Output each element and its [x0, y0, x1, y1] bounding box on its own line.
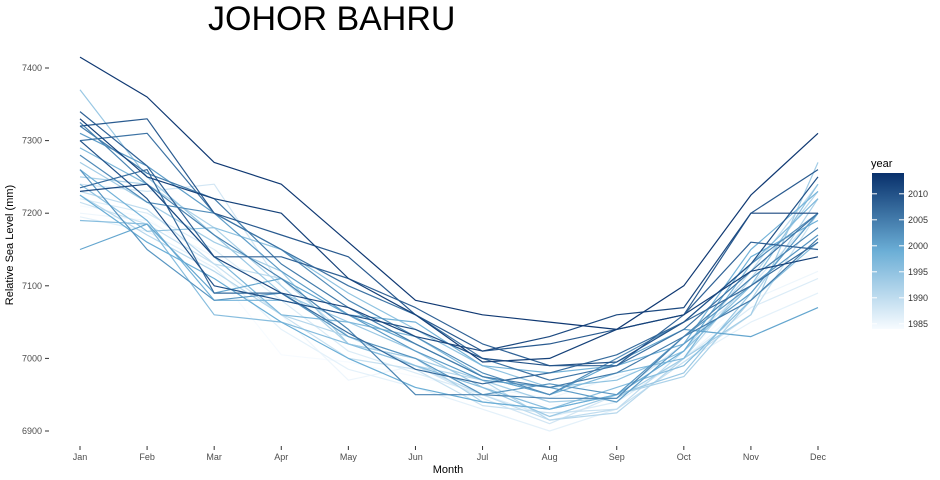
- series-line-1992: [79, 176, 819, 410]
- chart-title: JOHOR BAHRU: [208, 0, 455, 38]
- legend-tick-label: 1990: [908, 293, 928, 303]
- y-tick-label: 7300: [22, 136, 42, 146]
- x-tick-label: Jan: [73, 452, 88, 462]
- legend-colorbar: [872, 173, 904, 329]
- legend-tick-label: 2000: [908, 241, 928, 251]
- series-line-1988: [79, 183, 819, 425]
- x-tick-label: Feb: [139, 452, 155, 462]
- x-tick-label: May: [340, 452, 358, 462]
- legend-tick-label: 2010: [908, 189, 928, 199]
- series-line-2002: [79, 169, 819, 396]
- series-line-2011: [79, 183, 818, 352]
- legend-tick-label: 1995: [908, 267, 928, 277]
- x-axis-title: Month: [433, 464, 464, 476]
- year-legend: year 1985 1990 1995 2000 2005 2010: [871, 158, 928, 329]
- series-line-2012: [79, 118, 819, 363]
- series-line-1995: [79, 183, 819, 388]
- y-tick-label: 7400: [22, 63, 42, 73]
- x-tick-label: Sep: [609, 452, 625, 462]
- series-line-2004: [79, 121, 819, 399]
- series-line-1991: [79, 191, 819, 421]
- y-tick-label: 7100: [22, 281, 42, 291]
- y-axis: 6900 7000 7100 7200 7300 7400: [22, 63, 49, 436]
- series-line-2013: [79, 56, 819, 330]
- series-line-1985: [79, 212, 819, 399]
- x-tick-label: Jul: [477, 452, 489, 462]
- legend-ticks: 1985 1990 1995 2000 2005 2010: [872, 189, 928, 329]
- x-tick-label: Oct: [677, 452, 692, 462]
- y-tick-label: 7200: [22, 208, 42, 218]
- x-tick-label: Dec: [810, 452, 827, 462]
- legend-tick-label: 1985: [908, 319, 928, 329]
- legend-title: year: [871, 158, 893, 170]
- series-line-2006: [79, 132, 819, 381]
- series-line-1987: [79, 198, 819, 418]
- series-line-2007: [79, 169, 819, 385]
- series-line-2001: [79, 132, 819, 403]
- x-tick-label: Aug: [542, 452, 558, 462]
- series-line-1984: [79, 205, 819, 407]
- series-lines: [79, 56, 819, 432]
- x-axis: Jan Feb Mar Apr May Jun Jul Aug Sep Oct Nov Dec: [73, 446, 827, 462]
- x-tick-label: Apr: [274, 452, 288, 462]
- x-tick-label: Nov: [743, 452, 760, 462]
- series-line-1994: [79, 89, 819, 418]
- series-line-2009: [79, 118, 819, 352]
- y-tick-label: 6900: [22, 426, 42, 436]
- legend-tick-label: 2005: [908, 215, 928, 225]
- y-axis-title: Relative Sea Level (mm): [4, 185, 16, 305]
- x-tick-label: Jun: [408, 452, 423, 462]
- x-tick-label: Mar: [206, 452, 222, 462]
- series-line-2008: [79, 111, 819, 367]
- y-tick-label: 7000: [22, 353, 42, 363]
